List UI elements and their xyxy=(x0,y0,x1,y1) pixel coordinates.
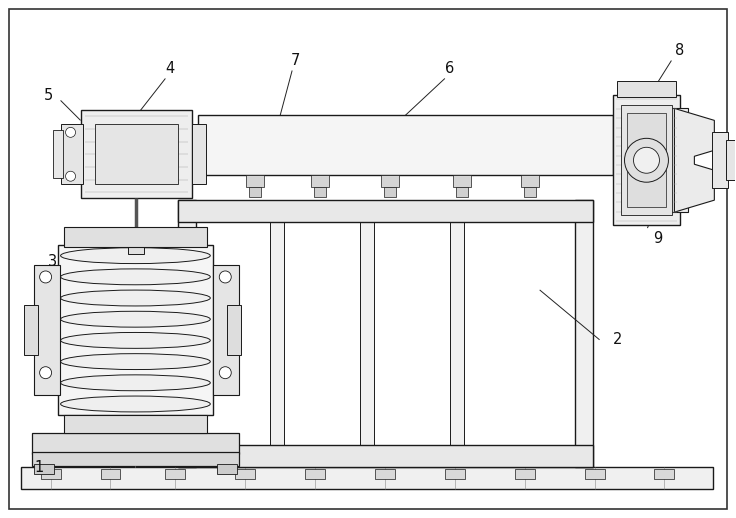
Bar xyxy=(40,469,60,479)
Ellipse shape xyxy=(60,354,210,369)
Bar xyxy=(21,467,713,490)
Bar xyxy=(60,124,82,184)
Text: 8: 8 xyxy=(675,43,684,58)
Bar xyxy=(654,469,674,479)
Bar xyxy=(217,465,237,474)
Bar xyxy=(453,175,471,187)
Bar xyxy=(178,445,592,467)
Ellipse shape xyxy=(60,290,210,306)
Bar xyxy=(198,116,612,175)
Bar xyxy=(192,124,206,184)
Text: 2: 2 xyxy=(613,332,622,347)
Circle shape xyxy=(625,138,668,182)
Bar xyxy=(445,469,465,479)
Bar xyxy=(617,81,676,97)
Circle shape xyxy=(40,367,52,379)
Ellipse shape xyxy=(60,248,210,264)
Bar xyxy=(227,305,241,355)
Bar xyxy=(24,305,38,355)
Bar xyxy=(660,108,688,212)
Circle shape xyxy=(219,271,231,283)
Bar xyxy=(34,265,60,395)
Bar xyxy=(726,140,736,180)
Bar xyxy=(63,414,208,433)
Bar xyxy=(247,175,264,187)
Bar xyxy=(314,187,326,197)
Bar xyxy=(375,469,395,479)
Bar xyxy=(311,175,329,187)
Bar xyxy=(52,131,63,178)
Bar xyxy=(620,105,673,215)
Bar xyxy=(450,200,464,467)
Circle shape xyxy=(40,271,52,283)
Text: 7: 7 xyxy=(291,53,300,68)
Bar xyxy=(94,124,178,184)
Bar xyxy=(101,469,121,479)
Bar xyxy=(129,234,144,254)
Bar xyxy=(32,453,239,466)
Circle shape xyxy=(66,127,76,137)
Circle shape xyxy=(66,171,76,181)
Bar xyxy=(712,132,729,188)
Bar xyxy=(524,187,536,197)
Bar xyxy=(236,469,255,479)
Bar xyxy=(626,113,666,207)
Bar xyxy=(80,110,192,198)
Text: 5: 5 xyxy=(44,88,53,103)
Ellipse shape xyxy=(60,375,210,391)
Bar xyxy=(584,469,604,479)
Polygon shape xyxy=(674,108,715,212)
Bar xyxy=(178,200,592,222)
Ellipse shape xyxy=(60,396,210,412)
Text: 4: 4 xyxy=(166,61,175,76)
Ellipse shape xyxy=(60,311,210,327)
Bar xyxy=(575,200,592,467)
Bar xyxy=(34,465,54,474)
Bar xyxy=(514,469,534,479)
Text: 6: 6 xyxy=(445,61,454,76)
Bar xyxy=(360,200,374,467)
Bar xyxy=(520,175,539,187)
Bar xyxy=(166,469,185,479)
Bar xyxy=(178,200,197,467)
Bar xyxy=(213,265,239,395)
Bar xyxy=(456,187,468,197)
Bar xyxy=(57,245,213,414)
Text: 9: 9 xyxy=(653,231,662,246)
Ellipse shape xyxy=(60,333,210,348)
Text: 3: 3 xyxy=(48,254,57,269)
Circle shape xyxy=(634,147,659,173)
Bar xyxy=(384,187,396,197)
Bar xyxy=(612,95,680,225)
Circle shape xyxy=(219,367,231,379)
Ellipse shape xyxy=(60,269,210,285)
Bar xyxy=(250,187,261,197)
Bar xyxy=(381,175,399,187)
Text: 1: 1 xyxy=(34,460,43,475)
Bar xyxy=(270,200,284,467)
Bar xyxy=(305,469,325,479)
Bar xyxy=(32,433,239,454)
Bar xyxy=(63,227,208,247)
